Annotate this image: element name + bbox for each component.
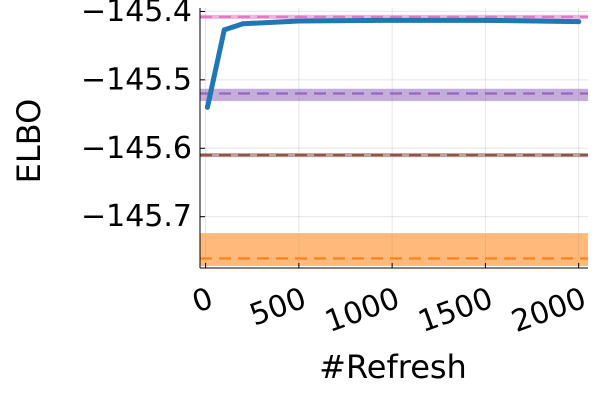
reference-bands: [200, 14, 588, 266]
x-tick-label-0: 0: [188, 281, 218, 320]
x-tick-label-1: 500: [245, 281, 311, 333]
data-point-0-3: [296, 18, 302, 24]
reference-band-1: [200, 88, 588, 102]
x-axis-label: #Refresh: [319, 348, 467, 386]
data-point-0-0: [204, 104, 210, 110]
data-point-0-1: [221, 27, 227, 33]
data-point-0-2: [240, 21, 246, 27]
reference-band-3: [200, 233, 588, 266]
y-tick-label-2: −145.5: [81, 62, 192, 97]
data-point-0-4: [389, 17, 395, 23]
y-tick-label-1: −145.6: [81, 131, 192, 166]
y-tick-labels: −145.7 −145.6 −145.5 −145.4: [81, 0, 192, 234]
x-tick-label-4: 2000: [507, 281, 591, 340]
data-points: [204, 17, 582, 110]
axes: [199, 8, 588, 269]
x-tick-labels: 0 500 1000 1500 2000: [188, 281, 591, 340]
x-tick-label-3: 1500: [414, 281, 498, 340]
reference-lines: [200, 15, 588, 260]
y-tick-label-3: −145.4: [81, 0, 192, 29]
grid: [200, 8, 588, 268]
y-tick-label-0: −145.7: [81, 199, 192, 234]
data-point-0-6: [576, 19, 582, 25]
x-tick-label-2: 1000: [321, 281, 405, 340]
y-axis-label: ELBO: [10, 99, 48, 184]
data-point-0-5: [482, 17, 488, 23]
